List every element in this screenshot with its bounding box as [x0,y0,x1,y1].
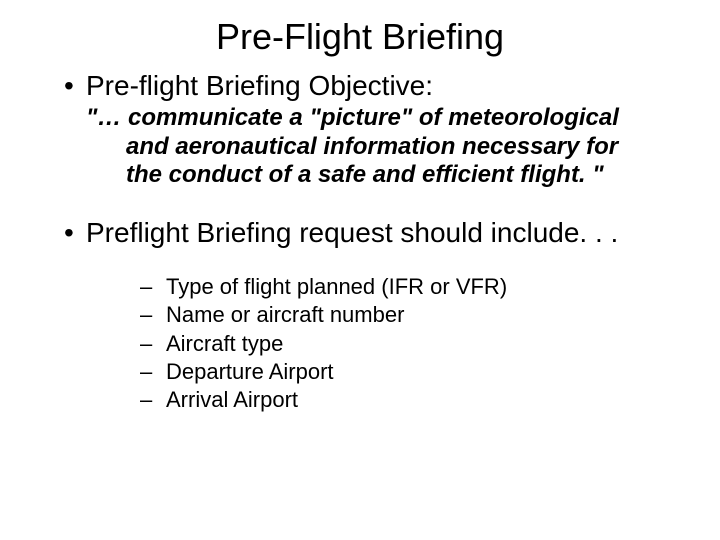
list-item: Type of flight planned (IFR or VFR) [140,273,680,301]
bullet-list: Pre-flight Briefing Objective: [40,70,680,102]
slide: Pre-Flight Briefing Pre-flight Briefing … [0,0,720,540]
list-item: Arrival Airport [140,386,680,414]
objective-quote: "… communicate a "picture" of meteorolog… [86,104,660,189]
bullet-list-2: Preflight Briefing request should includ… [40,217,680,249]
list-item: Name or aircraft number [140,301,680,329]
slide-title: Pre-Flight Briefing [40,16,680,58]
request-sublist: Type of flight planned (IFR or VFR) Name… [140,273,680,414]
request-bullet: Preflight Briefing request should includ… [64,217,680,249]
list-item: Departure Airport [140,358,680,386]
list-item: Aircraft type [140,330,680,358]
objective-bullet: Pre-flight Briefing Objective: [64,70,680,102]
